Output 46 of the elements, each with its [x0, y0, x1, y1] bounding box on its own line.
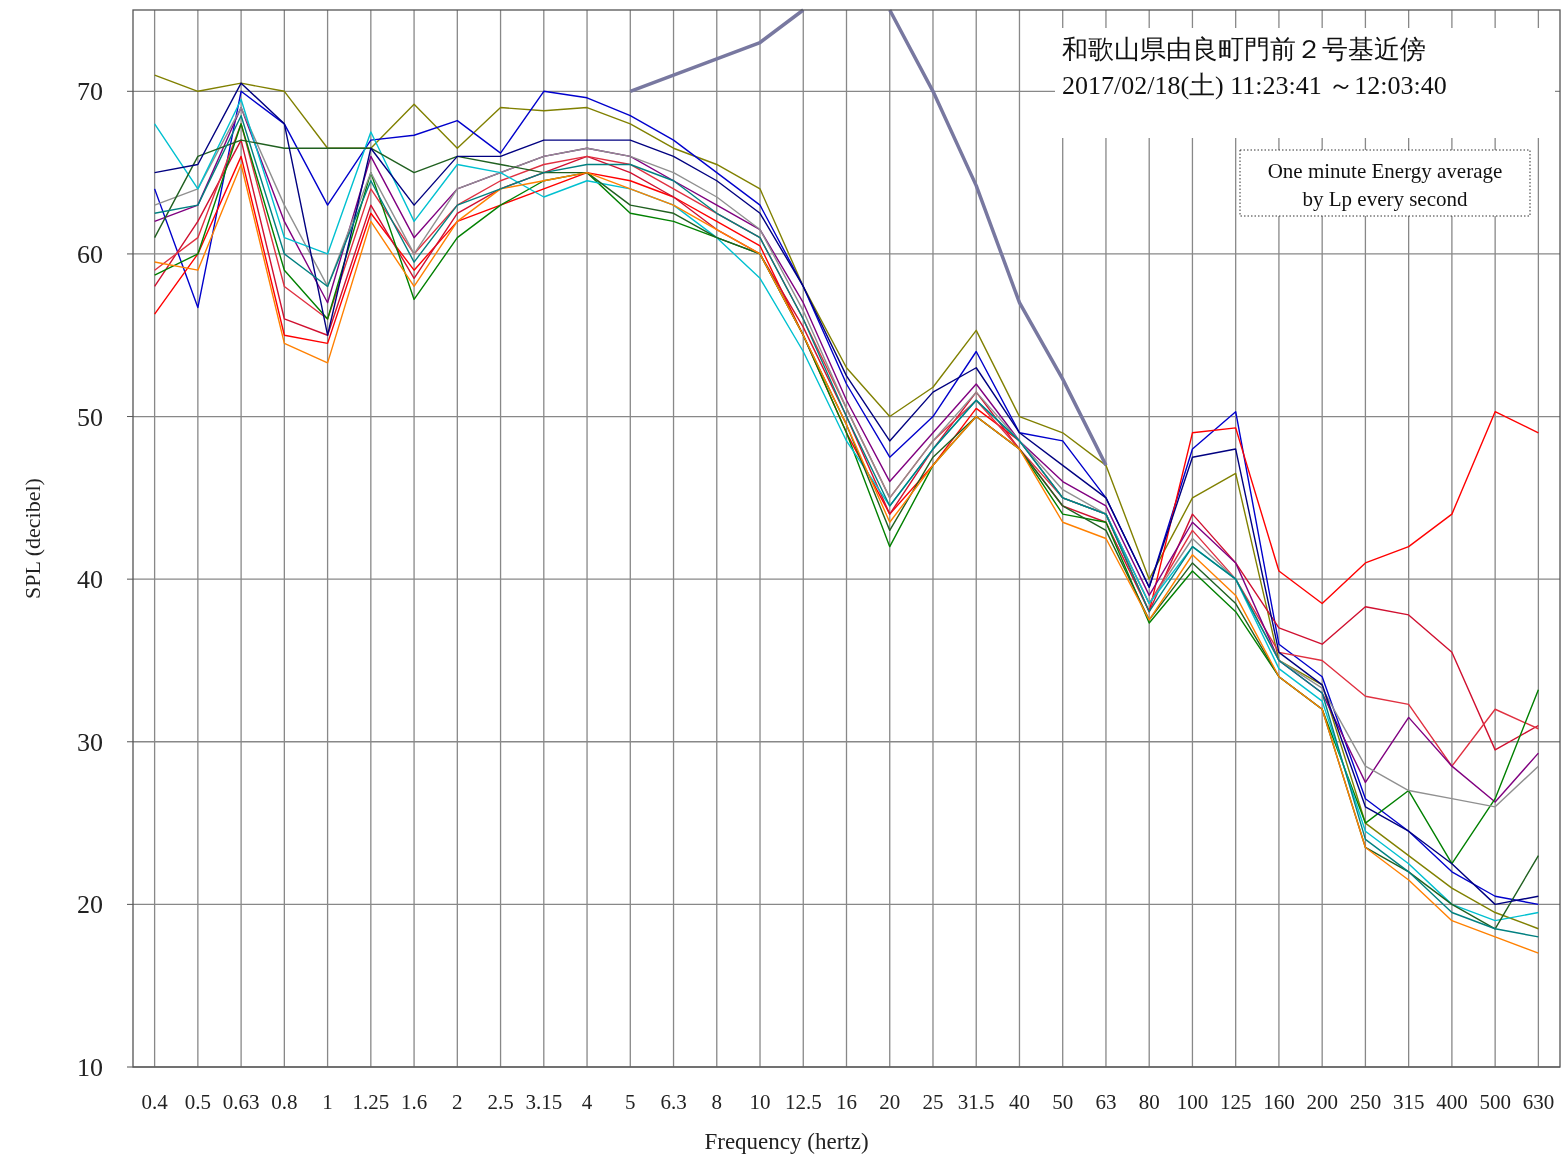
x-tick-label: 630: [1522, 1090, 1555, 1114]
annotation: One minute Energy average by Lp every second: [1267, 159, 1503, 211]
x-tick-label: 2: [452, 1090, 463, 1114]
y-tick-label: 30: [77, 727, 103, 757]
x-tick-label: 12.5: [784, 1090, 822, 1114]
x-tick-label: 1.6: [400, 1090, 428, 1114]
x-tick-label: 3.15: [525, 1090, 563, 1114]
header: 和歌山県由良町門前２号基近傍 2017/02/18(土) 11:23:41 ～12:03:40 One minute Energy average by Lp every second: [1055, 28, 1555, 217]
y-tick-label: 20: [77, 890, 103, 920]
x-tick-label: 50: [1052, 1090, 1074, 1114]
y-tick-label: 10: [77, 1053, 103, 1082]
x-tick-label: 63: [1095, 1090, 1117, 1114]
x-tick-label: 1.25: [352, 1090, 390, 1114]
x-tick-label: 125: [1219, 1090, 1252, 1114]
y-tick-label: 40: [77, 565, 103, 595]
x-tick-label: 160: [1263, 1090, 1295, 1114]
y-tick-label: 50: [77, 402, 103, 432]
x-tick-label: 6.3: [660, 1090, 687, 1114]
y-axis-title: SPL (decibel): [20, 478, 45, 599]
x-axis-title: Frequency (hertz): [704, 1129, 869, 1154]
x-tick-label: 20: [879, 1090, 901, 1114]
x-tick-label: 31.5: [957, 1090, 995, 1114]
x-tick-label: 250: [1349, 1090, 1382, 1114]
y-tick-label: 60: [77, 239, 103, 269]
x-tick-label: 315: [1392, 1090, 1425, 1114]
x-tick-label: 1: [322, 1090, 333, 1114]
x-tick-label: 4: [581, 1090, 593, 1114]
x-tick-label: 500: [1479, 1090, 1511, 1114]
x-tick-label: 8: [711, 1090, 723, 1114]
x-tick-label: 400: [1436, 1090, 1468, 1114]
x-tick-label: 5: [625, 1090, 636, 1114]
x-tick-label: 10: [749, 1090, 771, 1114]
x-tick-label: 40: [1008, 1090, 1030, 1114]
y-tick-label: 70: [77, 77, 103, 107]
x-tick-label: 100: [1176, 1090, 1209, 1114]
x-tick-label: 0.4: [141, 1090, 169, 1114]
x-tick-label: 200: [1306, 1090, 1338, 1114]
x-tick-label: 2.5: [487, 1090, 514, 1114]
x-tick-label: 0.8: [271, 1090, 298, 1114]
x-tick-label: 16: [836, 1090, 857, 1114]
x-tick-label: 80: [1138, 1090, 1160, 1114]
x-tick-label: 0.63: [222, 1090, 260, 1114]
annotation: 和歌山県由良町門前２号基近傍: [1062, 35, 1426, 64]
annotation: 2017/02/18(土) 11:23:41 ～12:03:40: [1062, 71, 1447, 100]
x-tick-label: 25: [922, 1090, 944, 1114]
x-tick-label: 0.5: [184, 1090, 211, 1114]
